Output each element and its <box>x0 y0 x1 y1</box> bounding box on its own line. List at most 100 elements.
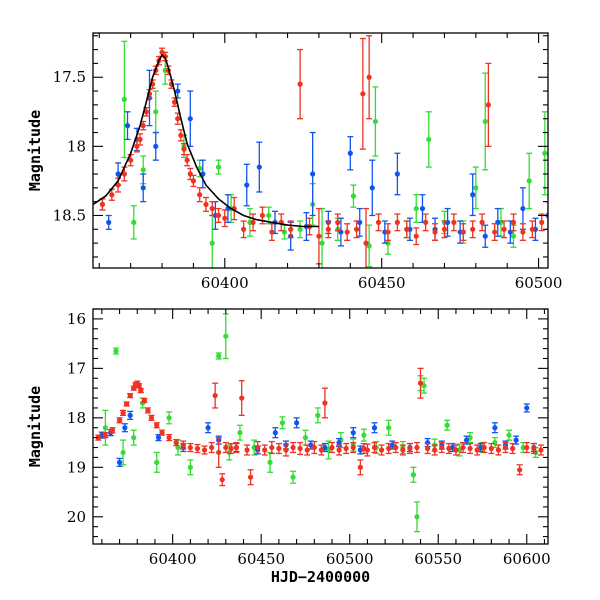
data-point <box>209 444 215 451</box>
data-point <box>140 123 146 129</box>
data-point <box>319 240 325 246</box>
data-point <box>453 447 459 453</box>
data-point <box>335 219 341 225</box>
data-point <box>143 109 149 115</box>
data-point <box>95 435 101 441</box>
data-point <box>171 99 178 105</box>
data-point <box>470 226 476 232</box>
data-point <box>375 219 382 225</box>
data-point <box>474 447 480 453</box>
data-point <box>517 467 523 473</box>
data-point <box>350 193 357 199</box>
data-point <box>267 459 273 465</box>
data-point <box>239 395 245 401</box>
data-point <box>137 136 143 143</box>
x-tick-label: 60500 <box>326 550 374 568</box>
data-point <box>495 447 502 453</box>
data-point <box>216 353 222 359</box>
data-point <box>350 444 356 451</box>
data-point <box>520 229 526 235</box>
y-tick-label: 17.5 <box>53 68 86 86</box>
data-point <box>122 425 128 431</box>
data-point <box>524 405 530 411</box>
y-tick-label: 18.5 <box>53 206 86 224</box>
data-point <box>311 444 317 451</box>
data-point <box>394 171 400 177</box>
data-point <box>492 425 498 431</box>
series-red <box>95 367 544 487</box>
data-point <box>473 185 479 191</box>
data-point <box>99 201 106 208</box>
data-point <box>116 417 123 423</box>
data-point <box>441 226 448 232</box>
axis-ticks: 60400 60450 60500 60550 60600 16 17 18 19 20 <box>67 308 551 568</box>
data-point <box>410 472 417 478</box>
data-point <box>109 427 116 433</box>
data-point <box>426 136 432 143</box>
data-point <box>366 74 372 80</box>
data-point <box>127 392 133 399</box>
data-point <box>140 185 146 191</box>
data-point <box>451 219 457 225</box>
data-point <box>506 432 512 438</box>
data-point <box>127 412 133 418</box>
data-point <box>361 432 367 438</box>
data-point <box>113 348 119 354</box>
data-point <box>485 102 491 108</box>
data-point <box>425 445 431 452</box>
data-point <box>223 333 229 339</box>
data-point <box>329 444 335 451</box>
data-point <box>153 109 159 115</box>
data-point <box>293 420 300 426</box>
data-point <box>290 444 296 451</box>
data-point <box>116 459 123 465</box>
data-point <box>131 435 137 441</box>
data-point <box>322 400 328 406</box>
data-point <box>531 445 537 452</box>
data-point <box>106 219 112 225</box>
data-point <box>215 212 222 219</box>
data-point <box>336 439 342 446</box>
data-point <box>222 215 228 221</box>
data-point <box>419 205 426 212</box>
series-green <box>99 40 548 268</box>
data-point <box>501 226 507 232</box>
y-tick-label: 18 <box>67 137 86 155</box>
data-point <box>269 444 275 451</box>
data-point <box>205 425 211 431</box>
data-point <box>488 445 494 452</box>
data-point <box>400 447 406 453</box>
bottom-panel-plot: 60400 60450 60500 60550 60600 16 17 18 19 20 <box>67 308 551 568</box>
y-tick-label: 19 <box>67 458 86 476</box>
data-point <box>315 412 321 418</box>
x-tick-label: 60400 <box>149 550 197 568</box>
data-point <box>121 171 127 177</box>
y-tick-label: 20 <box>67 508 86 526</box>
data-point <box>194 445 201 452</box>
data-point <box>244 447 250 453</box>
data-point <box>276 445 282 452</box>
data-point <box>542 150 548 156</box>
data-point <box>297 226 303 232</box>
data-point <box>413 205 419 212</box>
data-point <box>102 432 108 438</box>
data-point <box>372 118 379 125</box>
data-point <box>166 435 172 441</box>
data-point <box>369 185 375 191</box>
bottom-xlabel: HJD−2400000 <box>271 568 370 586</box>
data-point <box>233 444 240 451</box>
data-point <box>283 447 289 453</box>
data-point <box>209 205 215 212</box>
data-point <box>460 229 466 235</box>
data-point <box>363 240 369 246</box>
data-point <box>155 435 162 441</box>
data-point <box>153 143 159 149</box>
data-point <box>115 182 121 188</box>
y-tick-label: 17 <box>67 359 86 377</box>
data-point <box>266 212 272 219</box>
data-point <box>513 437 519 443</box>
data-point <box>343 445 349 452</box>
data-point <box>310 171 316 177</box>
data-point <box>414 444 420 451</box>
